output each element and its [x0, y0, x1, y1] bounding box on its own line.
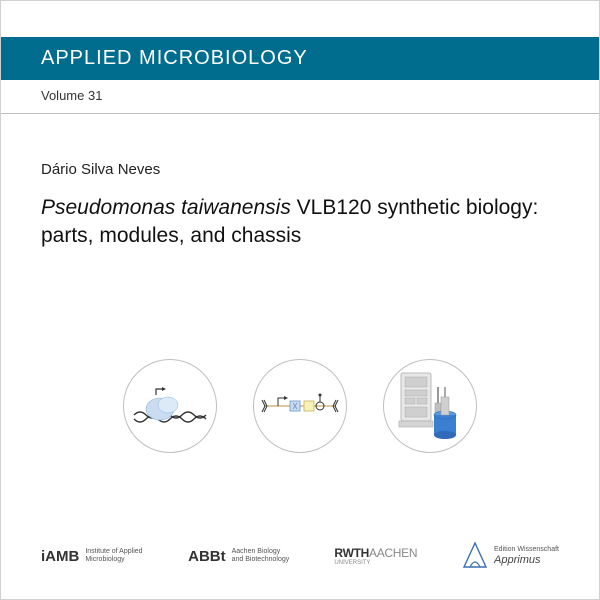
abbt-text: Aachen Biology and Biotechnology — [232, 548, 290, 563]
abbt-mark: ABBt — [188, 548, 226, 565]
rwth-logo: RWTHAACHEN UNIVERSITY — [334, 546, 417, 566]
iamb-text: Institute of Applied Microbiology — [85, 548, 143, 563]
concept-icons-row — [1, 359, 599, 453]
rwth-text: RWTHAACHEN UNIVERSITY — [334, 546, 417, 566]
module-circuit-icon — [253, 359, 347, 453]
apprimus-logo: Edition Wissenschaft Apprimus — [462, 541, 559, 571]
abbt-logo: ABBt Aachen Biology and Biotechnology — [188, 548, 290, 565]
title-block: Dário Silva Neves Pseudomonas taiwanensi… — [41, 161, 559, 251]
volume-label: Volume 31 — [1, 80, 599, 114]
series-title: APPLIED MICROBIOLOGY — [41, 47, 559, 70]
bioreactor-icon — [383, 359, 477, 453]
apprimus-label: Edition Wissenschaft Apprimus — [494, 546, 559, 566]
book-title: Pseudomonas taiwanensis VLB120 synthetic… — [41, 194, 559, 251]
apprimus-icon — [462, 541, 488, 571]
series-header: APPLIED MICROBIOLOGY Volume 31 — [1, 37, 599, 114]
iamb-mark: iAMB — [41, 548, 79, 565]
iamb-logo: iAMB Institute of Applied Microbiology — [41, 548, 143, 565]
author-name: Dário Silva Neves — [41, 161, 559, 178]
series-title-bar: APPLIED MICROBIOLOGY — [1, 37, 599, 80]
publisher-logos: iAMB Institute of Applied Microbiology A… — [41, 541, 559, 571]
book-cover: APPLIED MICROBIOLOGY Volume 31 Dário Sil… — [0, 0, 600, 600]
dna-expression-icon — [123, 359, 217, 453]
title-italic: Pseudomonas taiwanensis — [41, 196, 291, 219]
